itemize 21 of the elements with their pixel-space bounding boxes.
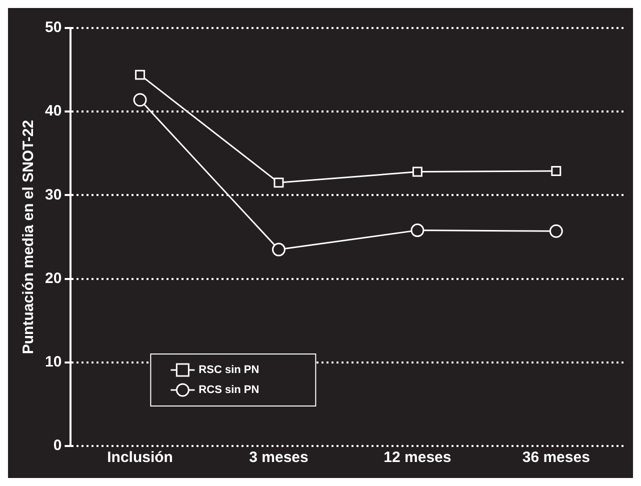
y-axis-title: Puntuación media en el SNOT-22 bbox=[20, 120, 38, 354]
point bbox=[412, 166, 422, 177]
point bbox=[272, 242, 286, 256]
x-tick-label: 3 meses bbox=[249, 449, 308, 466]
x-tick-label: Inclusión bbox=[107, 449, 173, 466]
y-tick-label: 10 bbox=[44, 354, 62, 371]
y-tick-label: 50 bbox=[44, 19, 62, 36]
point bbox=[551, 166, 562, 176]
point bbox=[410, 224, 424, 238]
y-tick-label: 0 bbox=[53, 437, 62, 454]
y-tick-label: 20 bbox=[44, 270, 62, 287]
point bbox=[135, 70, 146, 80]
x-tick-label: 12 meses bbox=[384, 449, 452, 466]
point bbox=[549, 224, 563, 238]
y-tick-label: 40 bbox=[44, 102, 62, 120]
x-tick-label: 36 meses bbox=[522, 449, 590, 466]
point bbox=[133, 93, 147, 107]
legend-label: RCS sin PN bbox=[198, 384, 260, 396]
y-tick-label: 30 bbox=[44, 186, 62, 204]
point bbox=[274, 178, 284, 188]
legend-label: RSC sin PN bbox=[198, 364, 260, 376]
